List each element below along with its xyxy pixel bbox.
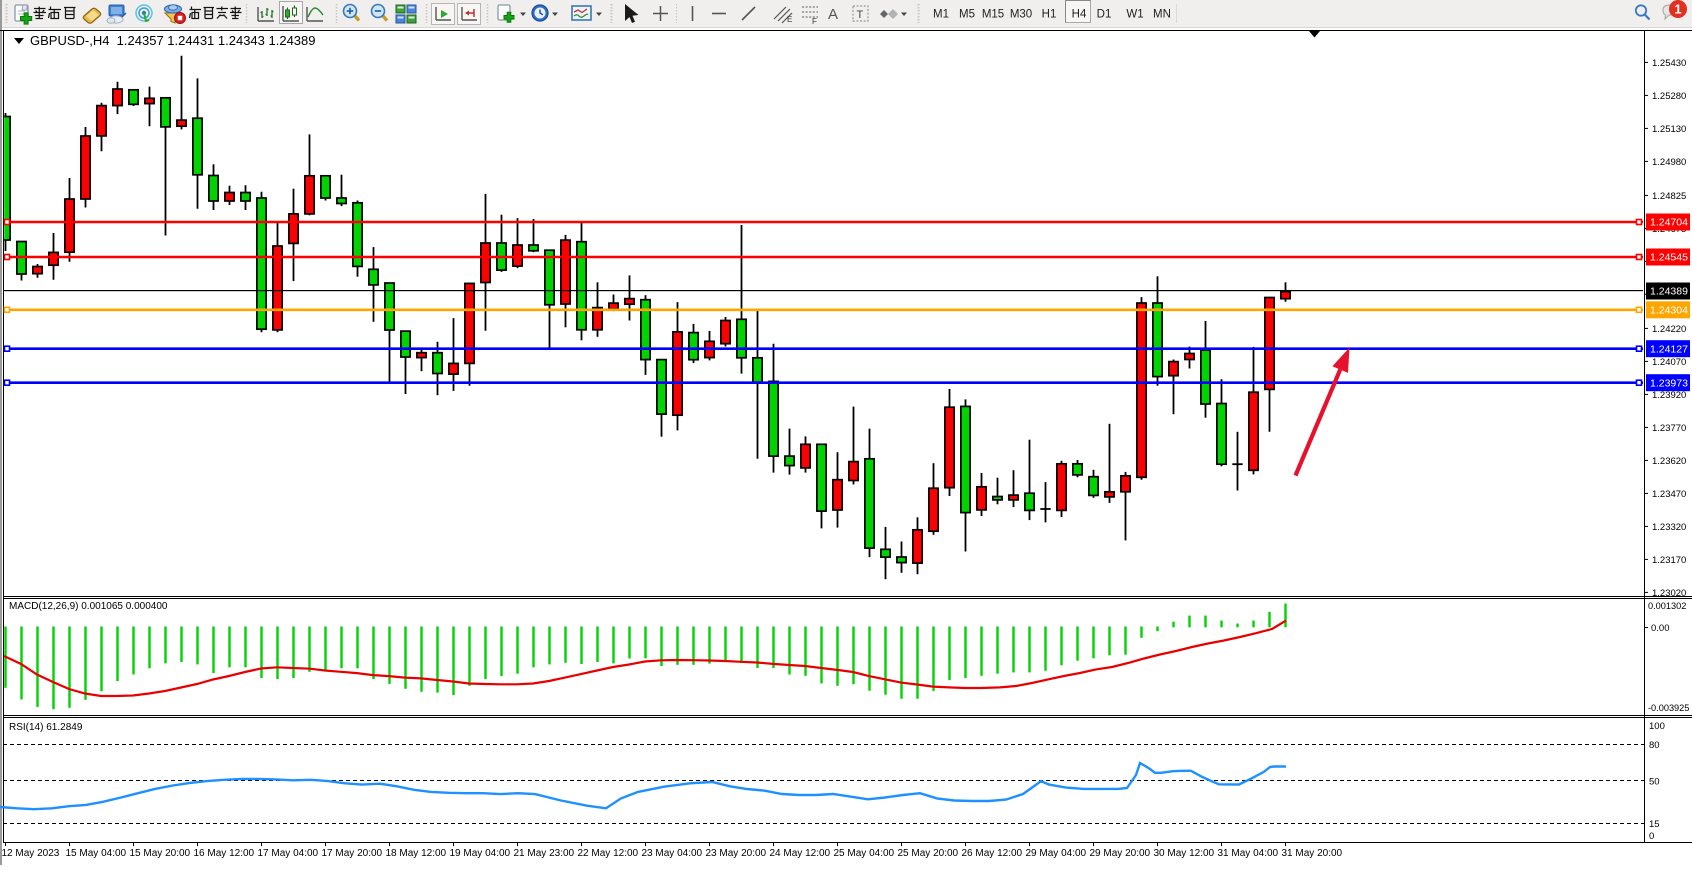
svg-text:29 May 20:00: 29 May 20:00: [1090, 848, 1151, 859]
svg-text:1.23920: 1.23920: [1652, 390, 1686, 401]
svg-text:1.23020: 1.23020: [1652, 588, 1686, 599]
svg-text:100: 100: [1649, 721, 1665, 732]
svg-text:1.24304: 1.24304: [1650, 305, 1688, 317]
svg-text:A: A: [828, 6, 838, 23]
svg-text:16 May 12:00: 16 May 12:00: [194, 848, 255, 859]
svg-text:1.23320: 1.23320: [1652, 522, 1686, 533]
svg-text:1.24127: 1.24127: [1650, 343, 1688, 355]
svg-text:26 May 12:00: 26 May 12:00: [962, 848, 1023, 859]
svg-text:30 May 12:00: 30 May 12:00: [1154, 848, 1215, 859]
svg-text:H1: H1: [1042, 9, 1057, 21]
svg-text:MACD(12,26,9) 0.001065 0.00040: MACD(12,26,9) 0.001065 0.000400: [9, 601, 168, 612]
svg-text:MN: MN: [1153, 9, 1171, 21]
svg-text:1.25430: 1.25430: [1652, 58, 1686, 69]
svg-text:RSI(14) 61.2849: RSI(14) 61.2849: [9, 722, 83, 733]
svg-text:0: 0: [1649, 831, 1654, 842]
svg-text:15: 15: [1649, 819, 1660, 830]
svg-text:50: 50: [1649, 777, 1660, 788]
svg-text:0.001302: 0.001302: [1648, 601, 1686, 611]
svg-text:1.23973: 1.23973: [1650, 377, 1688, 389]
svg-text:T: T: [857, 9, 864, 21]
svg-text:M15: M15: [982, 9, 1004, 21]
svg-text:0.00: 0.00: [1651, 623, 1670, 634]
svg-text:24 May 12:00: 24 May 12:00: [770, 848, 831, 859]
svg-text:1.23470: 1.23470: [1652, 489, 1686, 500]
svg-text:23 May 04:00: 23 May 04:00: [642, 848, 703, 859]
svg-text:1.24980: 1.24980: [1652, 157, 1686, 168]
svg-text:1.24070: 1.24070: [1652, 357, 1686, 368]
svg-text:1: 1: [1674, 2, 1681, 17]
svg-text:25 May 20:00: 25 May 20:00: [898, 848, 959, 859]
svg-text:E: E: [787, 15, 792, 24]
svg-text:80: 80: [1649, 740, 1660, 751]
svg-text:23 May 20:00: 23 May 20:00: [706, 848, 767, 859]
svg-text:17 May 04:00: 17 May 04:00: [258, 848, 319, 859]
svg-text:19 May 04:00: 19 May 04:00: [450, 848, 511, 859]
svg-text:1.24545: 1.24545: [1650, 252, 1688, 264]
svg-text:1.23170: 1.23170: [1652, 555, 1686, 566]
svg-text:31 May 04:00: 31 May 04:00: [1218, 848, 1279, 859]
svg-text:-0.003925: -0.003925: [1648, 703, 1689, 713]
svg-text:1.24220: 1.24220: [1652, 324, 1686, 335]
svg-text:M1: M1: [933, 9, 949, 21]
svg-text:W1: W1: [1126, 9, 1143, 21]
svg-text:1.23770: 1.23770: [1652, 423, 1686, 434]
svg-text:M30: M30: [1010, 9, 1032, 21]
svg-text:15 May 04:00: 15 May 04:00: [66, 848, 127, 859]
svg-text:17 May 20:00: 17 May 20:00: [322, 848, 383, 859]
svg-text:15 May 20:00: 15 May 20:00: [130, 848, 191, 859]
svg-text:31 May 20:00: 31 May 20:00: [1282, 848, 1343, 859]
svg-text:GBPUSD-,H4 1.24357 1.24431 1.: GBPUSD-,H4 1.24357 1.24431 1.24343 1.243…: [30, 33, 316, 48]
svg-text:18 May 12:00: 18 May 12:00: [386, 848, 447, 859]
svg-text:M5: M5: [959, 9, 975, 21]
svg-text:25 May 04:00: 25 May 04:00: [834, 848, 895, 859]
svg-text:1.25130: 1.25130: [1652, 124, 1686, 135]
svg-text:D1: D1: [1097, 9, 1112, 21]
svg-text:1.24825: 1.24825: [1652, 191, 1686, 202]
svg-text:12 May 2023: 12 May 2023: [2, 848, 60, 859]
svg-text:F: F: [812, 17, 817, 26]
svg-text:29 May 04:00: 29 May 04:00: [1026, 848, 1087, 859]
svg-text:22 May 12:00: 22 May 12:00: [578, 848, 639, 859]
svg-text:21 May 23:00: 21 May 23:00: [514, 848, 575, 859]
svg-text:1.25280: 1.25280: [1652, 91, 1686, 102]
svg-text:H4: H4: [1072, 9, 1087, 21]
svg-text:1.24704: 1.24704: [1650, 217, 1688, 229]
svg-text:1.23620: 1.23620: [1652, 456, 1686, 467]
svg-text:1.24389: 1.24389: [1650, 286, 1688, 298]
